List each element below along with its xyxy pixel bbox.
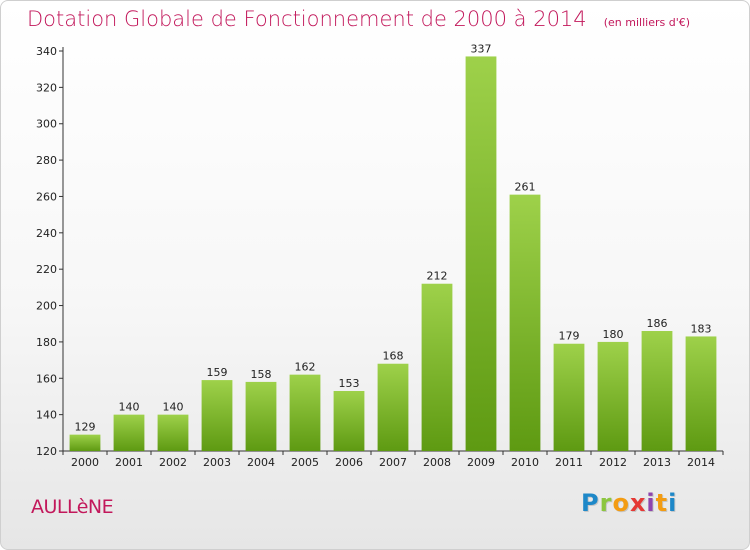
y-tick-label: 200 <box>36 300 57 313</box>
bar-2014 <box>685 336 717 451</box>
y-tick-label: 220 <box>36 263 57 276</box>
chart-title: Dotation Globale de Fonctionnement de 20… <box>27 7 587 31</box>
data-label-2006: 153 <box>339 377 360 390</box>
logo-letter: i <box>646 489 656 517</box>
title-row: Dotation Globale de Fonctionnement de 20… <box>27 7 690 31</box>
logo-letter: i <box>668 489 678 517</box>
y-tick-label: 240 <box>36 227 57 240</box>
data-labels: 129 140 140 159 158 162 153 168 212 337 261 179 180 1… <box>75 42 712 433</box>
x-tick-label-2005: 2005 <box>291 456 319 469</box>
data-label-2014: 183 <box>691 322 712 335</box>
x-tick-label-2006: 2006 <box>335 456 363 469</box>
data-label-2012: 180 <box>603 328 624 341</box>
x-tick-label-2008: 2008 <box>423 456 451 469</box>
bar-2006 <box>333 391 365 451</box>
bar-2011 <box>553 343 585 451</box>
x-tick-label-2002: 2002 <box>159 456 187 469</box>
x-tick-label-2013: 2013 <box>643 456 671 469</box>
data-label-2010: 261 <box>515 181 536 194</box>
data-label-2013: 186 <box>647 317 668 330</box>
data-label-2011: 179 <box>559 330 580 343</box>
bar-2002 <box>157 414 189 451</box>
data-label-2005: 162 <box>295 361 316 374</box>
y-tick-label: 300 <box>36 118 57 131</box>
proxiti-logo: Proxiti <box>581 489 677 517</box>
x-tick-label-2000: 2000 <box>71 456 99 469</box>
y-tick-label: 160 <box>36 372 57 385</box>
logo-letter: r <box>599 489 613 517</box>
x-tick-label-2007: 2007 <box>379 456 407 469</box>
x-tick-label-2009: 2009 <box>467 456 495 469</box>
y-tick-label: 120 <box>36 445 57 458</box>
logo-letter: t <box>655 489 669 517</box>
bar-2004 <box>245 381 277 451</box>
data-label-2001: 140 <box>119 401 140 414</box>
x-tick-label-2012: 2012 <box>599 456 627 469</box>
logo-letter: x <box>629 489 647 517</box>
y-tick-label: 320 <box>36 81 57 94</box>
data-label-2009: 337 <box>471 42 492 55</box>
bars <box>69 56 717 451</box>
x-tick-label-2001: 2001 <box>115 456 143 469</box>
axes: 120 140 160 180 200 220 240 260 280 300 320 340 2000… <box>36 45 724 469</box>
bar-2013 <box>641 331 673 451</box>
bar-2001 <box>113 414 145 451</box>
data-label-2003: 159 <box>207 366 228 379</box>
x-tick-label-2010: 2010 <box>511 456 539 469</box>
x-tick-label-2014: 2014 <box>687 456 715 469</box>
data-label-2000: 129 <box>75 421 96 434</box>
y-tick-label: 140 <box>36 409 57 422</box>
bar-2000 <box>69 434 101 451</box>
y-tick-label: 260 <box>36 190 57 203</box>
chart-subtitle: (en milliers d'€) <box>603 16 691 29</box>
logo-letter: o <box>612 489 630 517</box>
y-tick-label: 340 <box>36 45 57 58</box>
y-tick-label: 280 <box>36 154 57 167</box>
bar-2009 <box>465 56 497 451</box>
bar-2008 <box>421 283 453 451</box>
data-label-2004: 158 <box>251 368 272 381</box>
x-tick-label-2011: 2011 <box>555 456 583 469</box>
bar-2003 <box>201 380 233 451</box>
y-tick-label: 180 <box>36 336 57 349</box>
x-tick-label-2003: 2003 <box>203 456 231 469</box>
bar-2007 <box>377 363 409 451</box>
commune-name: AULLèNE <box>31 496 114 518</box>
data-label-2008: 212 <box>427 270 448 283</box>
bar-2012 <box>597 341 629 451</box>
data-label-2007: 168 <box>383 350 404 363</box>
logo-letter: P <box>581 489 600 517</box>
bar-2010 <box>509 194 541 451</box>
data-label-2002: 140 <box>163 401 184 414</box>
bar-2005 <box>289 374 321 451</box>
x-tick-label-2004: 2004 <box>247 456 275 469</box>
